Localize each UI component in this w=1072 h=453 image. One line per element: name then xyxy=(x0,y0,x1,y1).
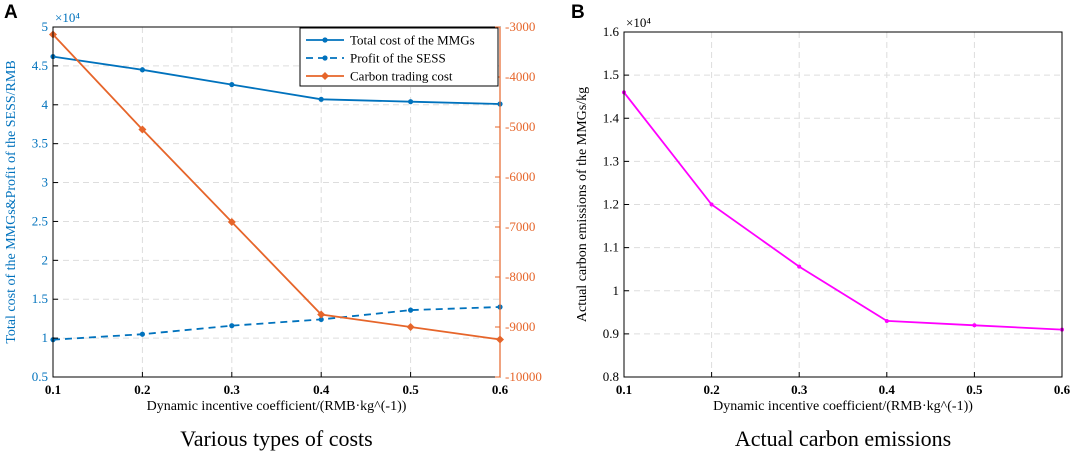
panel-a-label: A xyxy=(4,2,18,23)
left-y-tick-label: 3.5 xyxy=(32,136,48,151)
data-point xyxy=(229,323,235,329)
right-y-tick-label: -8000 xyxy=(505,269,535,284)
panel-b-grid xyxy=(624,32,1062,377)
right-y-tick-label: -3000 xyxy=(505,19,535,34)
x-tick-label: 0.1 xyxy=(616,382,632,397)
panel-a-x-ticks: 0.1 0.2 0.3 0.4 0.5 0.6 xyxy=(45,372,509,397)
data-point xyxy=(317,310,326,319)
data-point xyxy=(318,316,324,323)
left-y-tick-label: 1.1 xyxy=(603,240,619,255)
panel-b-x-axis-label: Dynamic incentive coefficient/(RMB·kg^(-… xyxy=(713,399,973,414)
left-y-tick-label: 2.5 xyxy=(32,213,48,228)
left-y-tick-label: 2 xyxy=(42,252,49,267)
data-point xyxy=(227,218,236,226)
panel-a-right-y-ticks: -3000 -4000 -5000 -6000 -7000 -8000 -9000 -1000… xyxy=(495,19,542,384)
data-point xyxy=(318,96,324,102)
left-y-tick-label: 0.9 xyxy=(603,326,619,341)
data-point xyxy=(139,67,145,73)
x-tick-label: 0.6 xyxy=(492,382,509,397)
left-y-tick-label: 1.6 xyxy=(603,24,620,39)
left-y-tick-label: 1.3 xyxy=(603,153,619,168)
left-y-tick-label: 5 xyxy=(42,19,49,34)
panel-a-series xyxy=(49,30,504,344)
x-tick-label: 0.4 xyxy=(879,382,896,397)
panel-a-caption: Various types of costs xyxy=(180,426,372,451)
x-tick-label: 0.5 xyxy=(966,382,983,397)
left-y-tick-label: 1 xyxy=(42,330,49,345)
right-y-tick-label: -9000 xyxy=(505,319,535,334)
left-y-tick-label: 1.5 xyxy=(32,291,48,306)
left-y-tick-label: 1.4 xyxy=(603,110,620,125)
panel-a-left-y-ticks: 0.5 1 1.5 2 2.5 3 3.5 4 4.5 5 xyxy=(32,19,58,384)
x-tick-label: 0.6 xyxy=(1054,382,1071,397)
left-y-tick-label: 3 xyxy=(42,175,49,190)
panel-a-left-y-axis-label: Total cost of the MMGs&Profit of the SES… xyxy=(4,60,19,343)
panel-b-left-y-ticks: 0.8 0.9 1 1.1 1.2 1.3 1.4 1.5 1.6 xyxy=(603,24,629,384)
left-y-tick-label: 4.5 xyxy=(32,58,48,73)
panel-b-series xyxy=(622,90,1064,332)
panel-a: A 0.1 0.2 0.3 0.4 0.5 0.6 0.5 1 1.5 2 2.5 3 3.5 4 4.5… xyxy=(4,2,542,451)
legend-entry-label: Profit of the SESS xyxy=(350,51,446,66)
data-point xyxy=(709,202,714,207)
left-y-tick-label: 0.5 xyxy=(32,369,48,384)
series-line xyxy=(52,33,501,341)
x-tick-label: 0.2 xyxy=(134,382,150,397)
x-tick-label: 0.4 xyxy=(313,382,330,397)
panel-b-caption: Actual carbon emissions xyxy=(735,426,951,451)
data-point xyxy=(797,264,802,269)
data-point xyxy=(139,331,145,337)
panel-b-x-ticks: 0.1 0.2 0.3 0.4 0.5 0.6 xyxy=(616,372,1071,397)
data-point xyxy=(972,323,977,328)
x-tick-label: 0.5 xyxy=(402,382,419,397)
x-tick-label: 0.3 xyxy=(224,382,241,397)
legend-marker xyxy=(322,55,328,61)
data-point xyxy=(408,307,414,313)
panel-a-legend: Total cost of the MMGs Profit of the SESS… xyxy=(299,27,499,87)
left-y-tick-label: 0.8 xyxy=(603,369,619,384)
series-line xyxy=(52,306,501,341)
series-line xyxy=(623,91,1063,331)
panel-b-left-exponent: ×10⁴ xyxy=(626,15,651,30)
left-y-tick-label: 1 xyxy=(613,283,620,298)
data-point xyxy=(408,99,414,105)
right-y-tick-label: -5000 xyxy=(505,119,535,134)
data-point xyxy=(229,81,235,88)
panel-a-left-exponent: ×10⁴ xyxy=(55,10,80,25)
legend-marker xyxy=(322,37,328,43)
legend-marker xyxy=(321,72,329,80)
panel-b-label: B xyxy=(571,2,585,23)
x-tick-label: 0.3 xyxy=(791,382,808,397)
right-y-tick-label: -6000 xyxy=(505,169,535,184)
legend-entry-label: Total cost of the MMGs xyxy=(350,33,475,48)
panel-a-grid xyxy=(53,27,500,377)
data-point xyxy=(406,323,415,331)
series-line xyxy=(52,55,501,105)
panel-b-left-y-axis-label: Actual carbon emissions of the MMGs/kg xyxy=(575,87,590,322)
legend-entry-label: Carbon trading cost xyxy=(350,69,453,84)
left-y-tick-label: 4 xyxy=(42,97,49,112)
left-y-tick-label: 1.5 xyxy=(603,67,619,82)
panel-b: B 0.1 0.2 0.3 0.4 0.5 0.6 0.8 0.9 1 1.1 1.2 1.3 1.4… xyxy=(571,2,1071,451)
right-y-tick-label: -10000 xyxy=(505,369,542,384)
data-point xyxy=(138,125,147,134)
left-y-tick-label: 1.2 xyxy=(603,197,619,212)
panel-a-x-axis-label: Dynamic incentive coefficient/(RMB·kg^(-… xyxy=(147,399,407,414)
data-point xyxy=(884,318,889,323)
x-tick-label: 0.2 xyxy=(703,382,719,397)
x-tick-label: 0.1 xyxy=(45,382,61,397)
right-y-tick-label: -7000 xyxy=(505,219,535,234)
right-y-tick-label: -4000 xyxy=(505,69,535,84)
